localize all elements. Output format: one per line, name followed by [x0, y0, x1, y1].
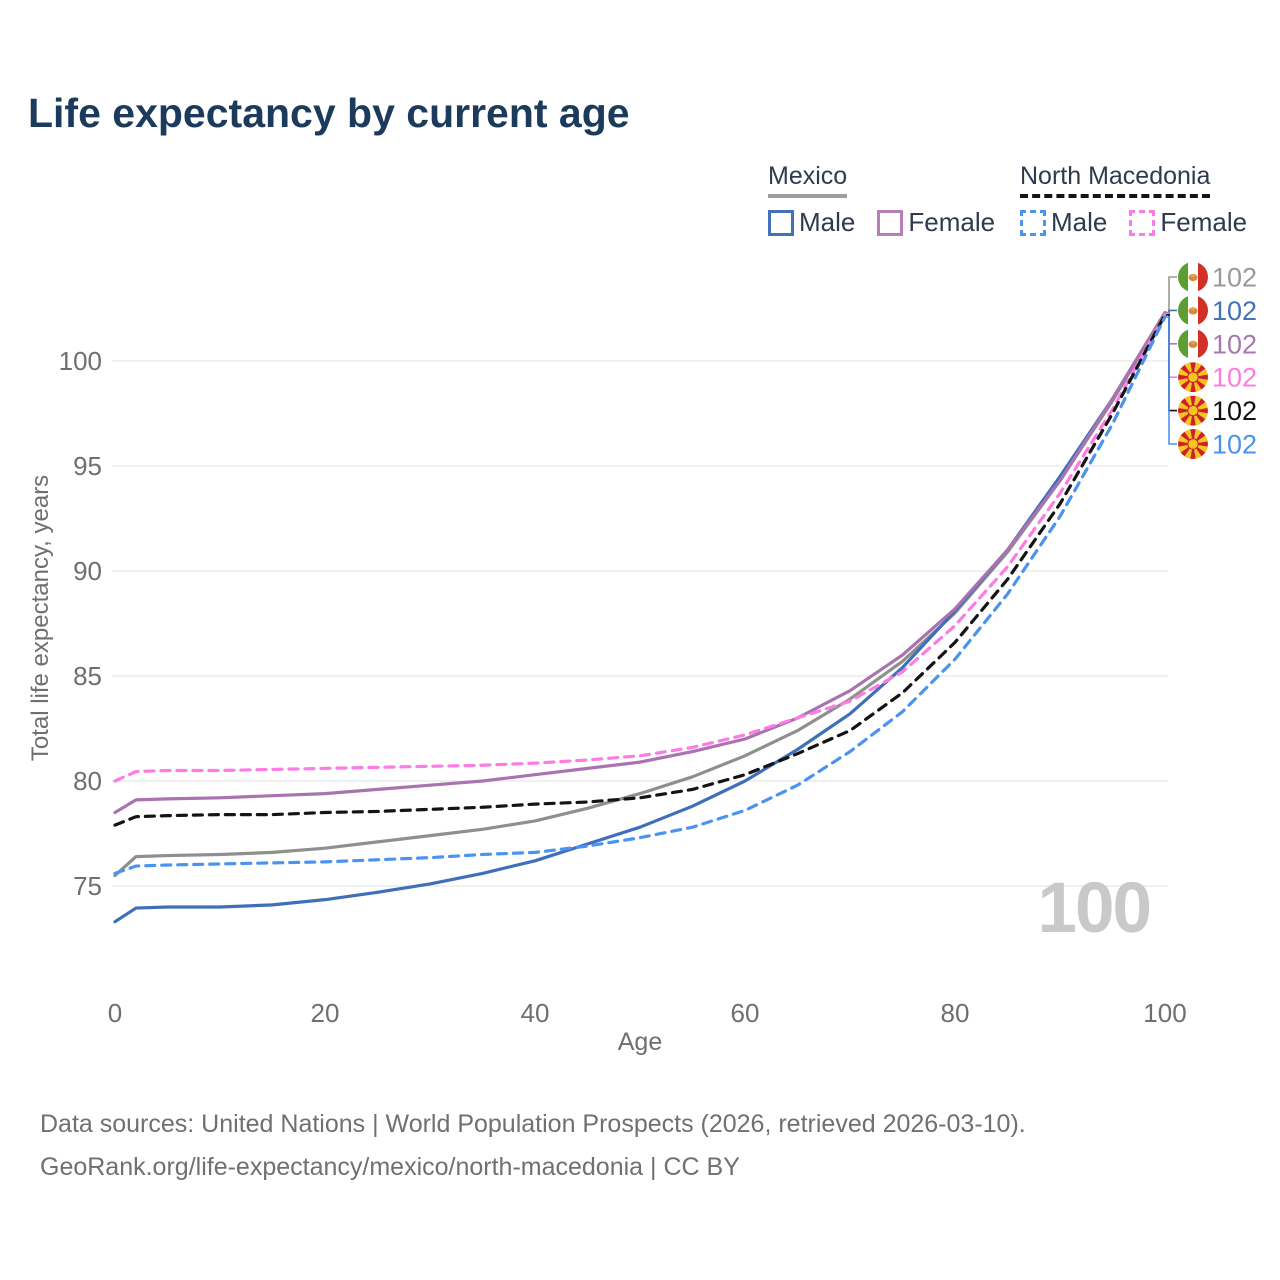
flag-mexico-icon: [1178, 262, 1208, 292]
legend-items-mexico: Male Female: [768, 207, 1017, 238]
legend-item-label: Female: [908, 207, 996, 237]
legend-group-mexico: Mexico Male Female: [768, 162, 1017, 238]
end-value-label-mexico-total: 102: [1212, 263, 1257, 293]
end-value-label-mexico-female: 102: [1212, 329, 1257, 359]
current-age-watermark: 100: [1037, 869, 1152, 948]
nm-male-swatch-icon: [1020, 209, 1046, 236]
y-tick-label: 80: [73, 766, 102, 796]
data-sources-line: Data sources: United Nations | World Pop…: [40, 1110, 1026, 1138]
end-value-label-nm-male: 102: [1212, 430, 1257, 460]
mexico-male-swatch-icon: [768, 209, 794, 236]
x-axis-title: Age: [618, 1028, 662, 1056]
legend-item-nm-male[interactable]: Male: [1020, 207, 1107, 238]
legend-item-label: Male: [1051, 207, 1108, 237]
y-tick-label: 100: [59, 346, 102, 376]
flag-mexico-icon: [1178, 295, 1208, 326]
series-line-mexico-male: [113, 311, 1167, 924]
series-line-nm-total: [113, 313, 1167, 827]
end-label-connector: [1166, 316, 1177, 445]
series-line-mexico-female: [113, 311, 1167, 815]
x-tick-label: 40: [521, 998, 550, 1028]
y-tick-label: 90: [73, 556, 102, 586]
nm-female-swatch-icon: [1129, 209, 1156, 236]
legend-group-title-mexico: Mexico: [768, 162, 848, 198]
flag-north-macedonia-icon: [1178, 362, 1208, 393]
legend-group-title-north-macedonia: North Macedonia: [1020, 162, 1211, 198]
legend-group-north-macedonia: North Macedonia Male Female: [1020, 162, 1269, 238]
legend-item-nm-female[interactable]: Female: [1129, 207, 1247, 238]
flag-north-macedonia-icon: [1178, 429, 1208, 459]
x-tick-label: 20: [311, 998, 340, 1028]
y-tick-label: 95: [73, 451, 102, 481]
end-value-label-mexico-male: 102: [1212, 296, 1257, 326]
attribution-line: GeoRank.org/life-expectancy/mexico/north…: [40, 1153, 740, 1181]
legend-item-mexico-male[interactable]: Male: [768, 207, 855, 238]
mexico-female-swatch-icon: [877, 209, 904, 236]
footer: Data sources: United Nations | World Pop…: [40, 1103, 1026, 1189]
end-label-connector: [1166, 276, 1177, 314]
flag-north-macedonia-icon: [1178, 395, 1208, 426]
x-tick-label: 60: [731, 998, 760, 1028]
y-axis-title: Total life expectancy, years: [27, 475, 54, 761]
y-tick-label: 85: [73, 661, 102, 691]
end-label-connector: [1166, 313, 1177, 412]
x-tick-label: 0: [108, 998, 122, 1028]
end-label-connector: [1166, 313, 1177, 379]
flag-mexico-icon: [1178, 328, 1208, 359]
legend-item-mexico-female[interactable]: Female: [877, 207, 995, 238]
page-title: Life expectancy by current age: [28, 90, 630, 136]
legend-item-label: Male: [799, 207, 856, 237]
x-tick-label: 100: [1143, 998, 1186, 1028]
legend-item-label: Female: [1160, 207, 1248, 237]
end-value-label-nm-total: 102: [1212, 396, 1257, 426]
y-tick-label: 75: [73, 871, 102, 901]
legend-items-north-macedonia: Male Female: [1020, 207, 1269, 238]
series-line-nm-male: [113, 315, 1167, 876]
series-line-nm-female: [113, 313, 1167, 783]
end-value-label-nm-female: 102: [1212, 363, 1257, 393]
x-tick-label: 80: [941, 998, 970, 1028]
